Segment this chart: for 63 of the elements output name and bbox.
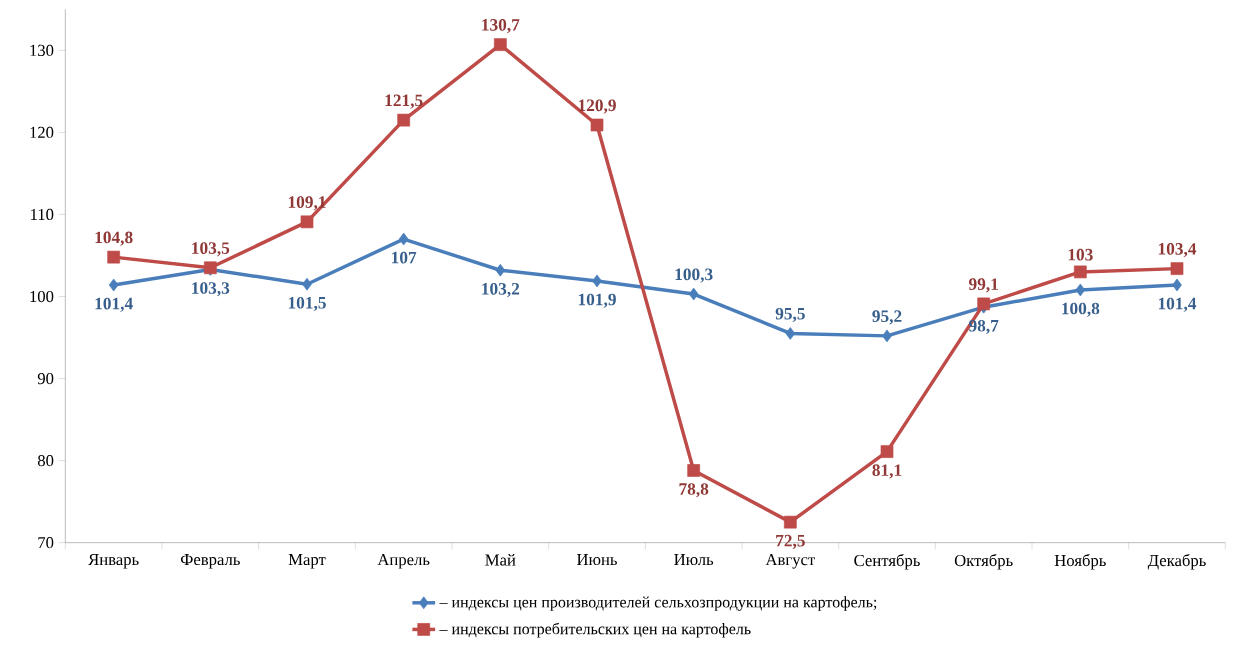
data-label: 100,3 (675, 268, 713, 283)
data-label: 120,9 (578, 99, 616, 114)
point (1075, 283, 1086, 297)
data-label: 100,8 (1062, 302, 1100, 318)
legend-label: – индексы потребительских цен на картофель (439, 622, 751, 638)
point (784, 515, 797, 529)
data-label: 103,5 (192, 242, 230, 257)
data-label: 101,9 (578, 293, 616, 309)
data-label: 99,1 (968, 278, 998, 293)
point (1074, 265, 1087, 279)
data-label: 121,5 (385, 94, 423, 109)
point (1170, 262, 1184, 276)
point (882, 329, 892, 343)
data-label: 95,5 (775, 308, 805, 323)
data-label: 98,7 (968, 320, 999, 335)
data-label: 95,2 (872, 310, 902, 325)
x-tick-label: Октябрь (954, 554, 1013, 570)
x-tick-label: Август (765, 554, 815, 569)
point (977, 297, 991, 311)
point (1172, 278, 1182, 292)
point (398, 232, 409, 246)
x-tick-label: Май (485, 554, 516, 566)
y-tick-label: 130 (30, 44, 54, 57)
point (688, 287, 699, 301)
point (300, 215, 314, 229)
y-tick-label: 90 (37, 373, 54, 385)
x-tick-label: Март (288, 554, 326, 569)
y-tick-label: 110 (31, 209, 54, 221)
x-tick-label: Февраль (180, 554, 240, 569)
y-tick-label: 80 (37, 455, 54, 467)
data-label: 103,3 (192, 282, 230, 297)
point (397, 113, 411, 127)
x-tick-label: Июль (674, 554, 714, 566)
data-label: 72,5 (776, 535, 805, 550)
point (494, 38, 507, 52)
data-label: 107 (392, 251, 417, 264)
point (880, 445, 894, 459)
data-label: 78,8 (679, 483, 709, 498)
y-tick-label: 120 (30, 126, 54, 139)
data-label: 101,4 (95, 297, 133, 313)
point (592, 274, 602, 288)
x-tick-label: Ноябрь (1054, 554, 1106, 570)
data-label: 104,8 (95, 231, 133, 246)
x-tick-label: Декабрь (1147, 554, 1206, 570)
x-tick-label: Июнь (576, 554, 617, 566)
x-tick-label: Январь (88, 554, 139, 569)
point (108, 278, 119, 292)
legend-label: – индексы цен производителей сельхозпродукции на картофель; (439, 596, 877, 611)
y-tick-label: 70 (38, 537, 54, 549)
data-label: 81,1 (872, 464, 902, 479)
x-tick-label: Апрель (377, 554, 430, 569)
data-label: 103,2 (482, 283, 520, 298)
data-label: 103 (1068, 249, 1093, 261)
data-label: 130,7 (482, 19, 520, 34)
x-tick-label: Сентябрь (854, 554, 920, 570)
point (590, 118, 604, 132)
data-label: 101,5 (288, 297, 326, 312)
data-label: 101,4 (1158, 297, 1197, 313)
point (687, 464, 701, 477)
point (302, 278, 312, 291)
point (107, 250, 121, 264)
data-label: 103,4 (1158, 243, 1197, 258)
y-tick-label: 100 (30, 291, 54, 303)
